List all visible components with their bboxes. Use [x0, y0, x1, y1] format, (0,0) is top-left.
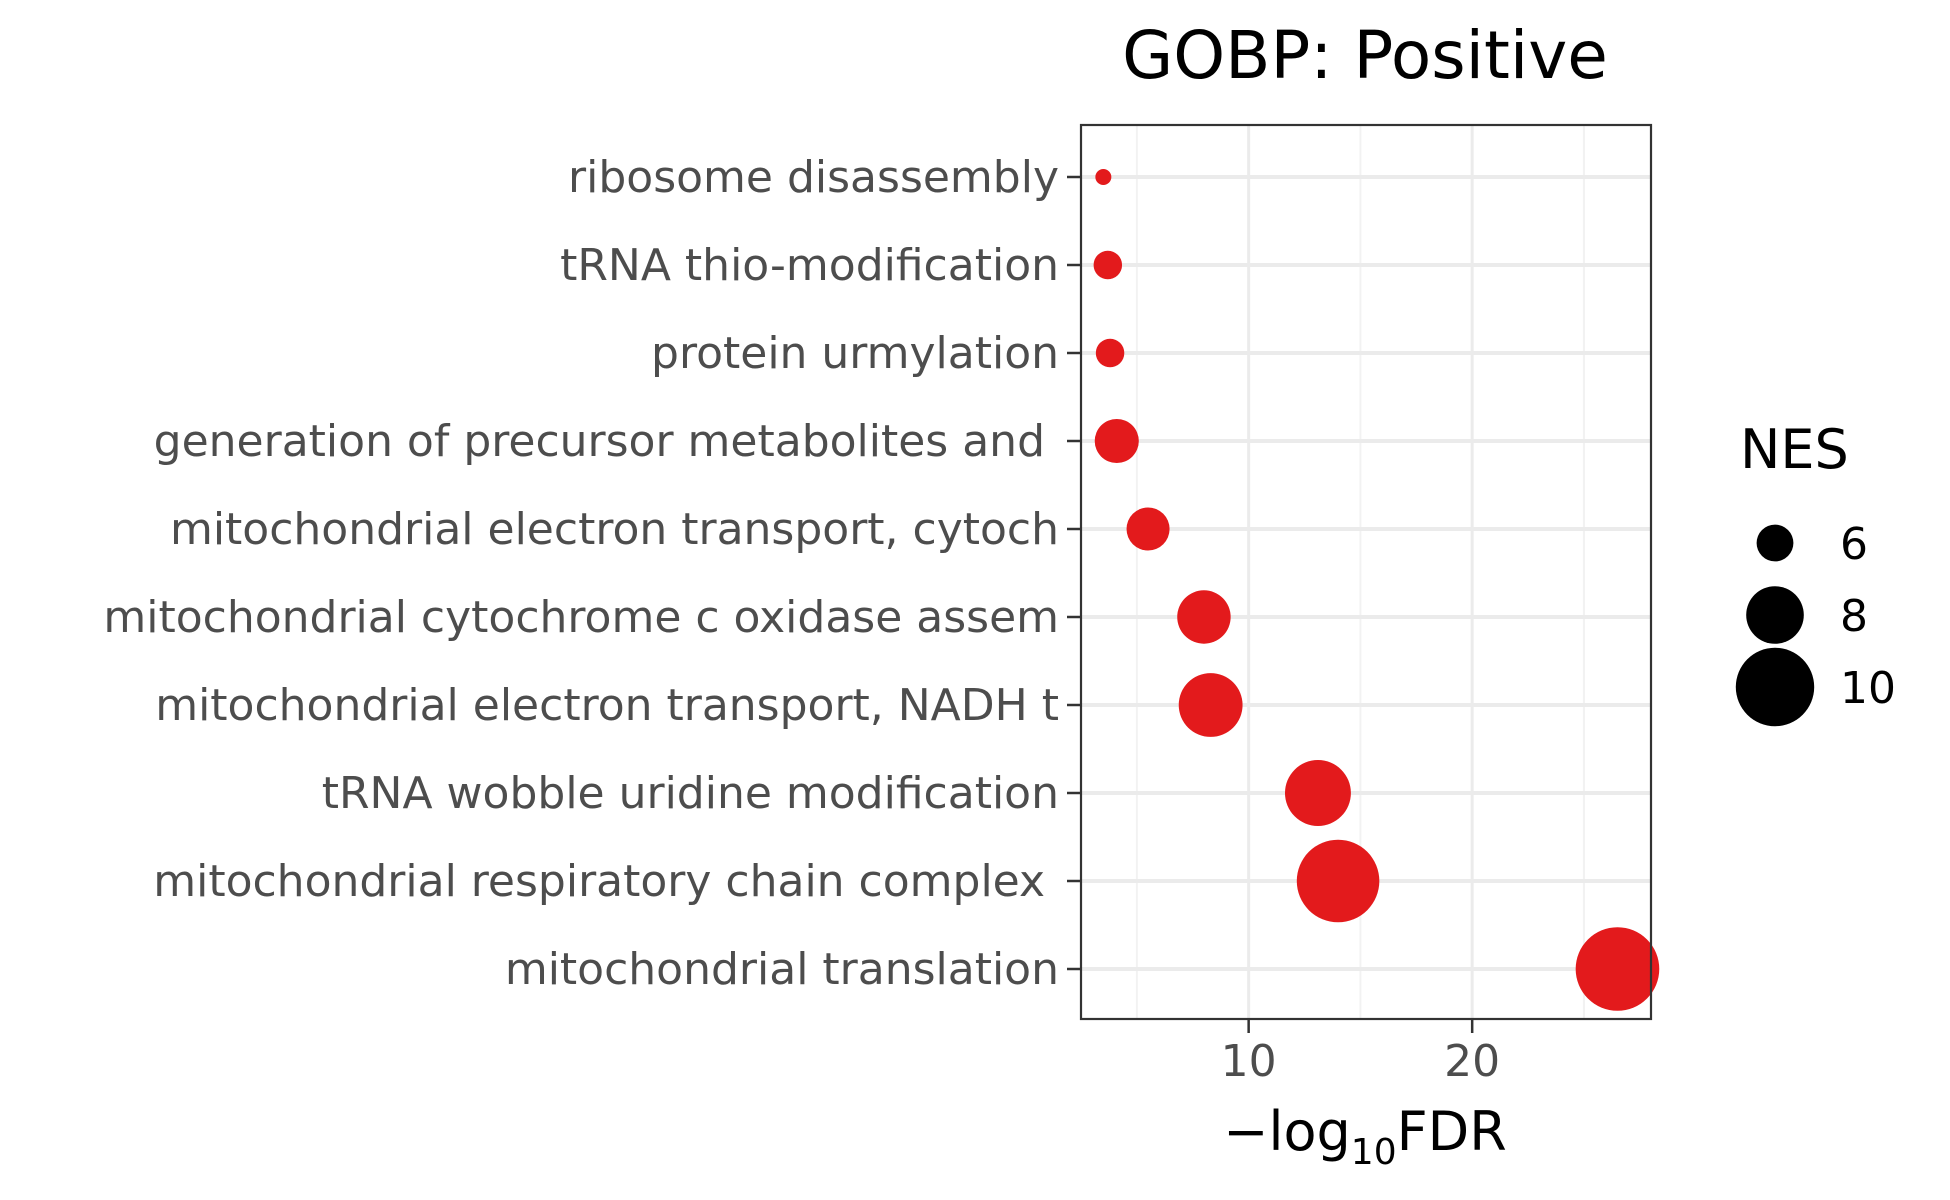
legend-key-circle — [1746, 586, 1804, 644]
plot-border — [1079, 123, 1653, 1021]
y-axis: ribosome disassembly tRNA thio-modificati… — [103, 152, 1081, 995]
x-axis-title-prefix: − — [1223, 1100, 1268, 1163]
legend-title: NES — [1740, 418, 1849, 481]
data-point — [1177, 590, 1231, 644]
y-tick-label: mitochondrial translation — [505, 944, 1059, 995]
y-tick-label: mitochondrial electron transport, NADH t — [155, 680, 1059, 731]
data-point — [1093, 250, 1123, 280]
x-tick-label: 10 — [1221, 1036, 1277, 1087]
legend-key-label: 8 — [1840, 591, 1868, 642]
data-point — [1095, 338, 1125, 368]
y-tick-label: tRNA thio-modification — [560, 240, 1059, 291]
data-point — [1575, 927, 1660, 1011]
data-point — [1126, 507, 1170, 551]
y-tick-label: mitochondrial respiratory chain complex — [153, 856, 1059, 907]
legend-key-circle — [1756, 524, 1794, 562]
x-tick-label: 20 — [1444, 1036, 1500, 1087]
legend-key-label: 6 — [1840, 519, 1868, 570]
legend-key-circle — [1735, 647, 1815, 727]
data-point — [1284, 760, 1351, 826]
x-axis-title-base: log — [1268, 1100, 1350, 1163]
y-tick-label: protein urmylation — [651, 328, 1059, 379]
size-legend: NES 6 8 10 — [1735, 418, 1896, 727]
data-point — [1094, 418, 1139, 464]
data-points — [1093, 169, 1660, 1011]
x-axis-title-subscript: 10 — [1351, 1132, 1397, 1173]
y-tick-label: generation of precursor metabolites and — [154, 416, 1059, 467]
y-tick-label: ribosome disassembly — [568, 152, 1059, 203]
y-tick-label: mitochondrial cytochrome c oxidase assem — [103, 592, 1059, 643]
data-point — [1296, 839, 1380, 923]
y-tick-label: mitochondrial electron transport, cytoch — [170, 504, 1059, 555]
data-point — [1178, 673, 1243, 737]
legend-key-label: 10 — [1840, 663, 1896, 714]
y-tick-label: tRNA wobble uridine modification — [322, 768, 1059, 819]
x-axis-title: −log10FDR — [1223, 1100, 1507, 1173]
data-point — [1095, 169, 1112, 185]
legend-items: 6 8 10 — [1735, 519, 1896, 727]
chart-title: GOBP: Positive — [1122, 17, 1608, 94]
x-axis: 10 20 — [1221, 1019, 1500, 1087]
x-axis-title-suffix: FDR — [1397, 1100, 1507, 1163]
